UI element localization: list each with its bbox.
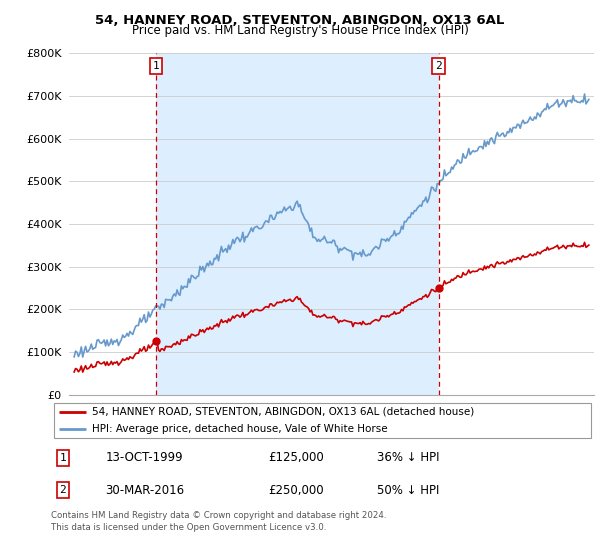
Text: £125,000: £125,000 xyxy=(268,451,324,464)
Text: 1: 1 xyxy=(153,61,160,71)
Text: 54, HANNEY ROAD, STEVENTON, ABINGDON, OX13 6AL: 54, HANNEY ROAD, STEVENTON, ABINGDON, OX… xyxy=(95,14,505,27)
Text: Contains HM Land Registry data © Crown copyright and database right 2024.
This d: Contains HM Land Registry data © Crown c… xyxy=(51,511,386,531)
Text: Price paid vs. HM Land Registry's House Price Index (HPI): Price paid vs. HM Land Registry's House … xyxy=(131,24,469,37)
Text: 1: 1 xyxy=(59,453,67,463)
Text: 2: 2 xyxy=(59,485,67,495)
Text: £250,000: £250,000 xyxy=(268,483,324,497)
Text: 30-MAR-2016: 30-MAR-2016 xyxy=(106,483,184,497)
Bar xyxy=(157,53,439,395)
FancyBboxPatch shape xyxy=(54,403,591,438)
Text: 13-OCT-1999: 13-OCT-1999 xyxy=(106,451,183,464)
Text: 36% ↓ HPI: 36% ↓ HPI xyxy=(377,451,439,464)
Text: 2: 2 xyxy=(435,61,442,71)
Text: 54, HANNEY ROAD, STEVENTON, ABINGDON, OX13 6AL (detached house): 54, HANNEY ROAD, STEVENTON, ABINGDON, OX… xyxy=(92,407,474,417)
Text: 50% ↓ HPI: 50% ↓ HPI xyxy=(377,483,439,497)
Text: HPI: Average price, detached house, Vale of White Horse: HPI: Average price, detached house, Vale… xyxy=(92,424,388,435)
